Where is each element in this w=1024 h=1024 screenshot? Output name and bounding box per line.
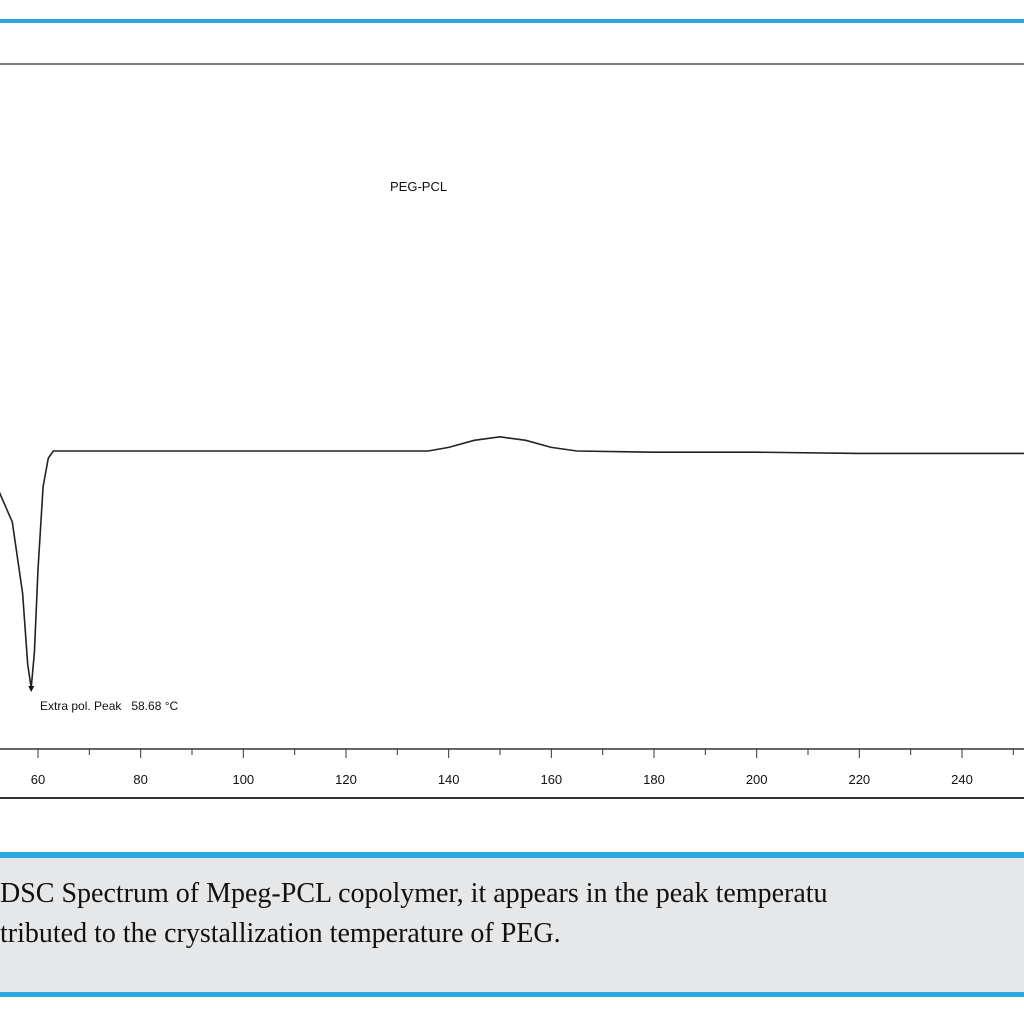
x-tick-label: 80 [133,772,147,787]
caption-top-rule [0,852,1024,858]
caption-bottom-rule [0,992,1024,997]
dsc-chart: 60 80 100 120 140 160 180 200 220 240 PEG-PCL Ext… [0,63,1024,799]
series-line-peg-pcl [0,435,1024,689]
x-axis-tick-labels: 60 80 100 120 140 160 180 200 220 240 [31,772,973,787]
x-tick-label: 120 [335,772,357,787]
x-axis-ticks [37,749,1014,758]
peak-annotation: Extra pol. Peak 58.68 °C [40,699,179,713]
caption-line: DSC Spectrum of Mpeg-PCL copolymer, it a… [0,878,828,909]
x-tick-label: 240 [951,772,973,787]
top-accent-rule [0,19,1024,23]
x-tick-label: 180 [643,772,665,787]
peak-arrow-icon [28,686,35,692]
x-tick-label: 100 [232,772,254,787]
figure-caption: DSC Spectrum of Mpeg-PCL copolymer, it a… [0,874,1024,954]
x-tick-label: 160 [540,772,562,787]
x-tick-label: 200 [746,772,768,787]
caption-line: tributed to the crystallization temperat… [0,918,561,949]
x-tick-label: 60 [31,772,45,787]
caption-box [0,858,1024,992]
series-label-peg-pcl: PEG-PCL [390,179,447,194]
x-tick-label: 220 [848,772,870,787]
x-tick-label: 140 [438,772,460,787]
